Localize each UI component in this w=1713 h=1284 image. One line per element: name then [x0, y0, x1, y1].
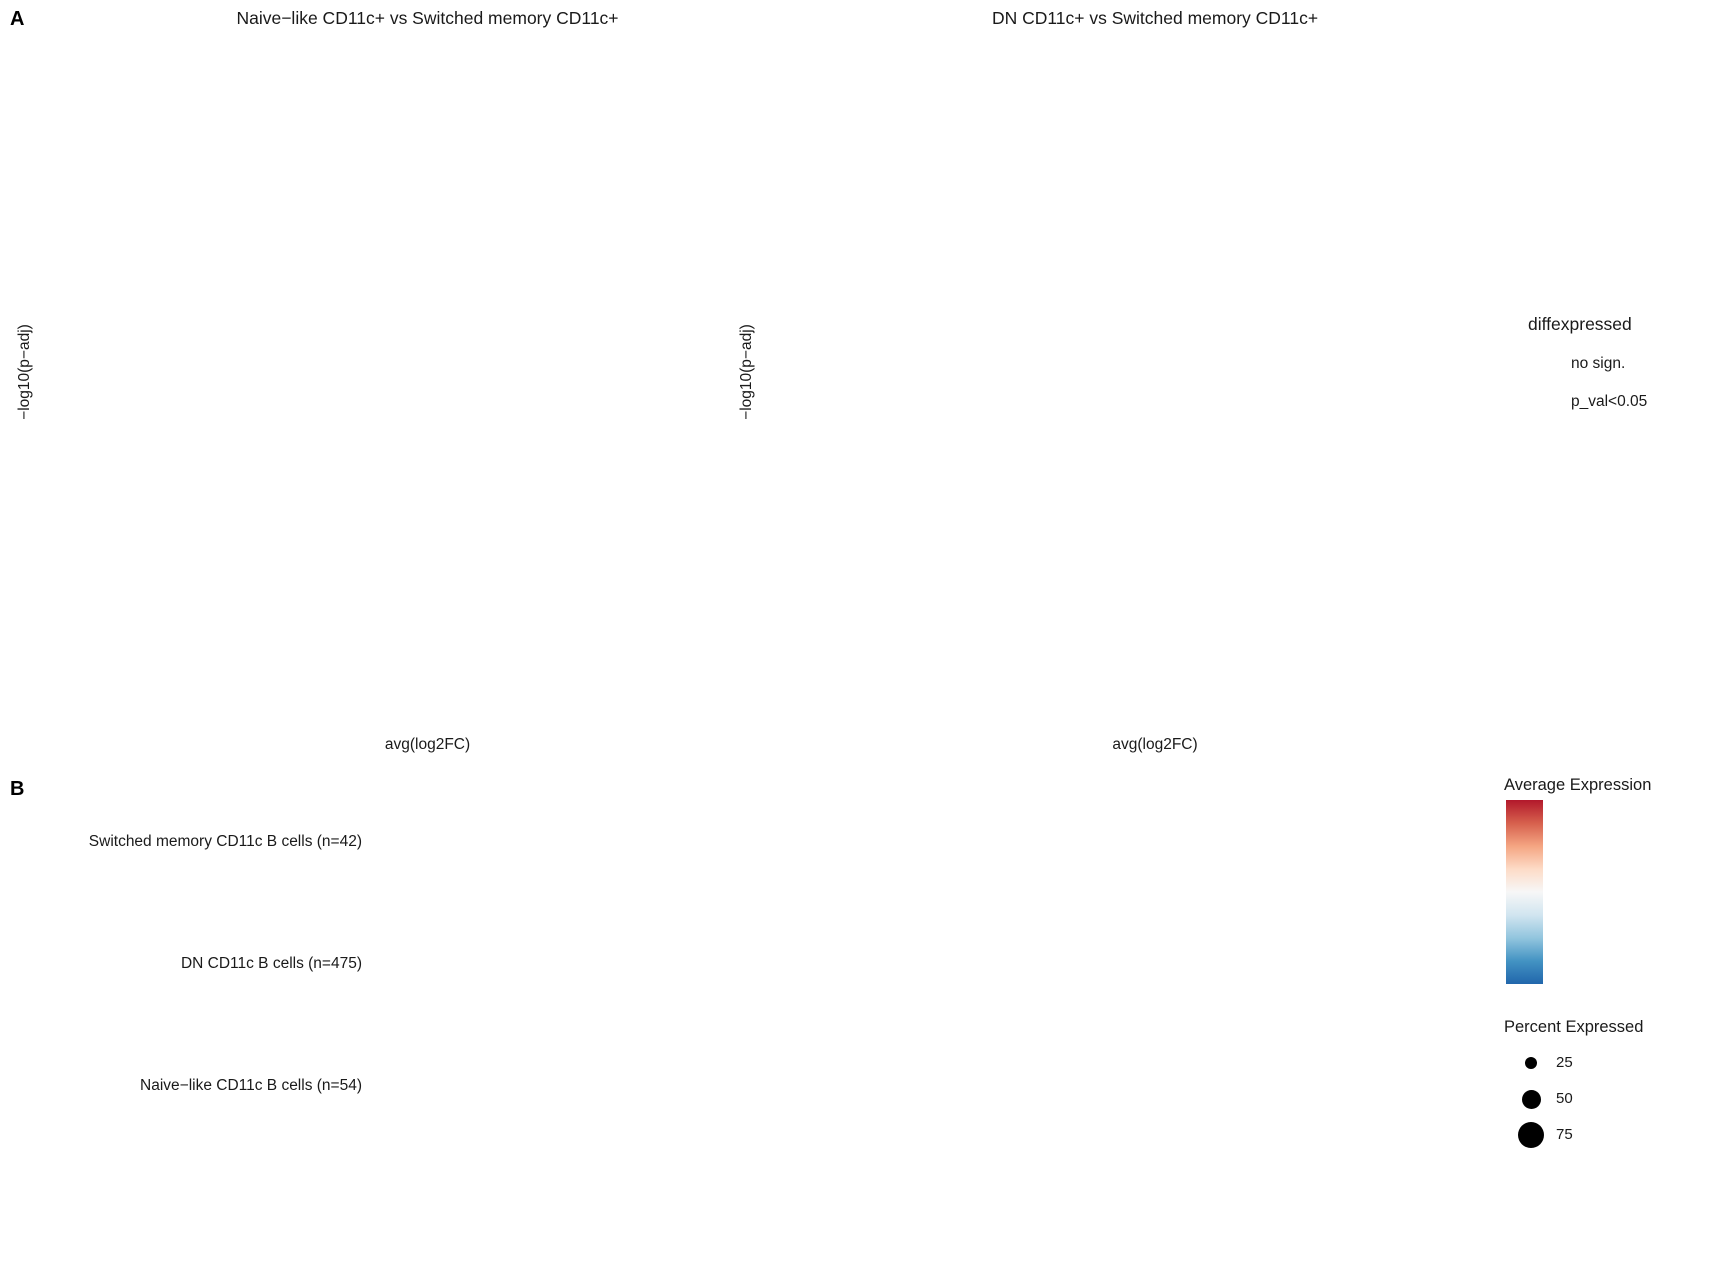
dotplot-row-label-dn: DN CD11c B cells (n=475) [180, 955, 362, 972]
avg-expression-legend-title: Average Expression [1504, 776, 1652, 794]
pval-label: p_val<0.05 [1571, 393, 1648, 410]
dotplot-row-label-switched: Switched memory CD11c B cells (n=42) [88, 833, 362, 850]
no-sign-dot-icon [1540, 359, 1551, 370]
volcano-left-x-axis-title: avg(log2FC) [384, 736, 471, 753]
legend-item-pval: p_val<0.05 [1528, 393, 1647, 411]
volcano-right-title: DN CD11c+ vs Switched memory CD11c+ [991, 8, 1319, 28]
avg-expression-colorbar [1506, 800, 1543, 984]
size-label-50: 50 [1556, 1090, 1573, 1107]
percent-expressed-legend-title: Percent Expressed [1504, 1018, 1644, 1036]
size-label-75: 75 [1556, 1126, 1573, 1143]
size-dot-75-icon [1518, 1122, 1544, 1148]
no-sign-label: no sign. [1571, 355, 1626, 372]
pval-dot-icon [1540, 397, 1551, 408]
size-dot-50-icon [1522, 1090, 1541, 1109]
diffexpressed-legend-title: diffexpressed [1528, 314, 1632, 334]
volcano-right-y-axis-title: −log10(p−adj) [738, 324, 755, 420]
volcano-right-x-axis-title: avg(log2FC) [1112, 736, 1198, 753]
size-label-25: 25 [1556, 1054, 1573, 1071]
legend-item-no-sign: no sign. [1528, 355, 1647, 373]
size-dot-25-icon [1525, 1057, 1537, 1069]
panel-b-label: B [10, 778, 25, 800]
volcano-left-y-axis-title: −log10(p−adj) [16, 324, 33, 420]
panel-a-label: A [10, 8, 25, 30]
volcano-left-title: Naive−like CD11c+ vs Switched memory CD1… [236, 8, 619, 28]
diffexpressed-legend: diffexpressed no sign. p_val<0.05 [1528, 314, 1647, 411]
dotplot-row-label-naive: Naive−like CD11c B cells (n=54) [140, 1077, 362, 1094]
